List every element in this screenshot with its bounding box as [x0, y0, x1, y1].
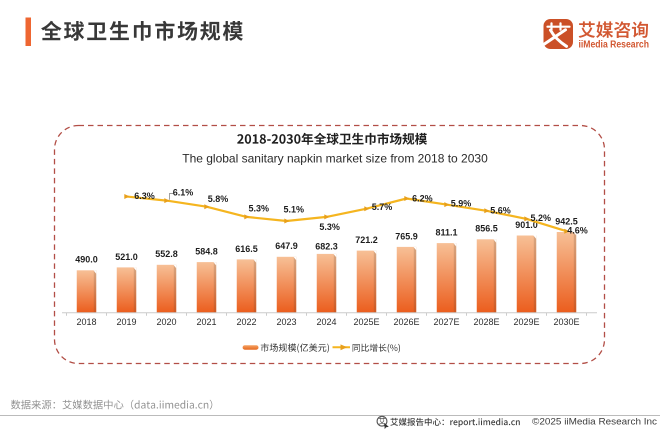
svg-text:5.9%: 5.9%	[451, 198, 472, 208]
svg-text:5.3%: 5.3%	[319, 222, 340, 232]
svg-text:2024: 2024	[316, 317, 336, 327]
svg-text:811.1: 811.1	[435, 228, 457, 238]
svg-text:The global sanitary napkin mar: The global sanitary napkin market size f…	[182, 151, 488, 165]
svg-text:682.3: 682.3	[315, 241, 338, 251]
svg-text:765.9: 765.9	[395, 231, 418, 241]
svg-text:584.8: 584.8	[195, 247, 218, 257]
svg-text:5.6%: 5.6%	[490, 206, 511, 216]
svg-text:490.0: 490.0	[75, 255, 98, 265]
svg-text:6.3%: 6.3%	[134, 191, 155, 201]
svg-text:6.2%: 6.2%	[412, 193, 433, 203]
svg-text:521.0: 521.0	[115, 252, 138, 262]
svg-text:2021: 2021	[196, 317, 216, 327]
svg-text:647.9: 647.9	[275, 241, 298, 251]
svg-text:2030E: 2030E	[553, 317, 579, 327]
svg-text:552.8: 552.8	[155, 249, 178, 259]
svg-text:616.5: 616.5	[235, 244, 258, 254]
svg-text:2020: 2020	[156, 317, 176, 327]
svg-text:942.5: 942.5	[555, 216, 578, 226]
svg-text:721.2: 721.2	[355, 235, 378, 245]
svg-text:5.8%: 5.8%	[208, 194, 229, 204]
svg-text:5.7%: 5.7%	[372, 202, 393, 212]
svg-text:iiMedia Research: iiMedia Research	[579, 39, 650, 50]
svg-text:2026E: 2026E	[393, 317, 419, 327]
svg-text:2025E: 2025E	[353, 317, 379, 327]
svg-text:901.0: 901.0	[515, 220, 538, 230]
svg-text:2023: 2023	[276, 317, 296, 327]
svg-text:5.3%: 5.3%	[248, 203, 269, 213]
svg-text:6.1%: 6.1%	[173, 187, 194, 197]
svg-text:856.5: 856.5	[475, 224, 498, 234]
svg-text:2028E: 2028E	[473, 317, 499, 327]
svg-text:©2025 iiMedia Research Inc: ©2025 iiMedia Research Inc	[532, 417, 658, 427]
svg-text:5.2%: 5.2%	[531, 213, 552, 223]
svg-text:2029E: 2029E	[513, 317, 539, 327]
svg-text:2019: 2019	[116, 317, 136, 327]
svg-text:5.1%: 5.1%	[284, 204, 305, 214]
svg-text:2027E: 2027E	[433, 317, 459, 327]
svg-text:2022: 2022	[236, 317, 256, 327]
svg-text:2018: 2018	[76, 317, 96, 327]
svg-text:4.6%: 4.6%	[567, 226, 588, 236]
